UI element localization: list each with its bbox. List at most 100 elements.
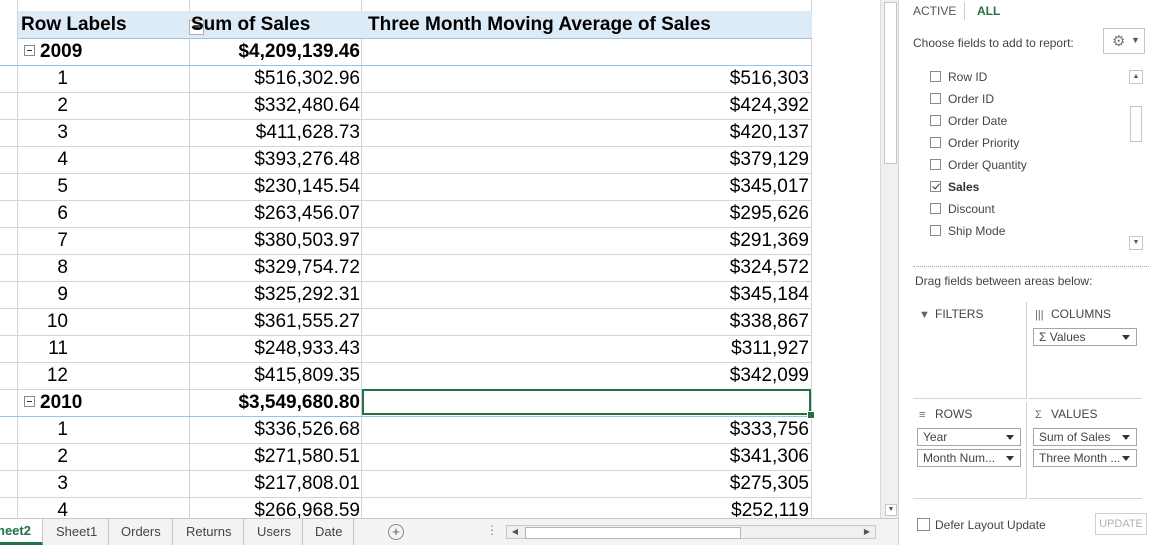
filters-area[interactable]: ▼ FILTERS [913,302,1027,399]
field-label: Sales [948,180,980,194]
horizontal-scrollbar[interactable]: ◀ ▶ [506,525,876,539]
sheet-tab-users[interactable]: Users [246,519,303,545]
month-row[interactable]: 8 $329,754.72 $324,572 [0,254,812,282]
pill-label: Three Month ... [1039,451,1121,465]
sales-value: $415,809.35 [254,365,360,386]
field-item[interactable]: Row ID [930,66,987,88]
field-checkbox[interactable] [930,225,941,236]
month-row[interactable]: 12 $415,809.35 $342,099 [0,362,812,390]
year-row-2009[interactable]: 2009 $4,209,139.46 [0,38,812,66]
sheet-tab-returns[interactable]: Returns [175,519,244,545]
field-list-scrollbar[interactable]: ▲ ▼ [1129,70,1143,250]
field-item[interactable]: Order Date [930,110,1007,132]
rows-area[interactable]: ≡ ROWS Year Month Num... [913,402,1027,499]
field-checkbox[interactable] [930,203,941,214]
pill-label: Year [923,430,948,444]
fill-handle[interactable] [807,411,815,419]
year-label: 2010 [40,392,83,413]
values-moving-avg-field[interactable]: Three Month ... [1033,449,1137,467]
month-row[interactable]: 4 $393,276.48 $379,129 [0,146,812,174]
collapse-icon[interactable] [24,396,35,407]
rows-label: ROWS [935,407,973,421]
sales-value: $217,808.01 [254,473,360,494]
columns-values-field[interactable]: Σ Values [1033,328,1137,346]
sheet-tab-orders[interactable]: Orders [110,519,173,545]
pill-label: Sum of Sales [1039,430,1111,444]
rows-year-field[interactable]: Year [917,428,1021,446]
moving-average-value: $295,626 [729,203,809,224]
month-row[interactable]: 2 $271,580.51 $341,306 [0,443,812,471]
moving-average-value: $342,099 [729,365,809,386]
field-checkbox[interactable] [930,181,941,192]
month-row[interactable]: 4 $266,968.59 $252,119 [0,497,812,518]
sales-value: $332,480.64 [254,95,360,116]
sales-value: $266,968.59 [254,500,360,518]
month-label: 11 [48,338,68,359]
update-button[interactable]: UPDATE [1095,513,1147,535]
defer-layout-update[interactable]: Defer Layout Update [917,518,1046,532]
month-row[interactable]: 1 $516,302.96 $516,303 [0,65,812,93]
tab-all[interactable]: ALL [977,4,1001,18]
sheet-tab-sheet1[interactable]: Sheet1 [45,519,110,545]
cell-grid[interactable]: Row Labels Sum of Sales Three Month Movi… [0,0,880,518]
moving-average-value: $291,369 [729,230,809,251]
chevron-down-icon[interactable] [1122,435,1130,440]
month-row[interactable]: 5 $230,145.54 $345,017 [0,173,812,201]
scroll-down-icon[interactable]: ▼ [1129,236,1143,250]
sheet-tab-date[interactable]: Date [304,519,355,545]
month-row[interactable]: 1 $336,526.68 $333,756 [0,416,812,444]
month-row[interactable]: 3 $217,808.01 $275,305 [0,470,812,498]
field-checkbox[interactable] [930,93,941,104]
month-label: 3 [57,473,68,494]
chevron-down-icon[interactable] [1006,435,1014,440]
vertical-scrollbar[interactable]: ▼ [880,0,898,518]
sum-of-sales-header[interactable]: Sum of Sales [191,14,311,35]
field-item[interactable]: Discount [930,198,995,220]
values-sum-field[interactable]: Sum of Sales [1033,428,1137,446]
field-item[interactable]: Sales [930,176,980,198]
row-labels-header[interactable]: Row Labels [21,14,127,35]
field-checkbox[interactable] [930,159,941,170]
scroll-thumb[interactable] [525,527,741,539]
selected-cell[interactable] [362,389,811,415]
field-item[interactable]: Ship Mode [930,220,1005,242]
add-sheet-icon[interactable]: + [388,524,404,540]
field-item[interactable]: Order Quantity [930,154,1027,176]
month-row[interactable]: 10 $361,555.27 $338,867 [0,308,812,336]
moving-average-header[interactable]: Three Month Moving Average of Sales [368,14,711,35]
month-row[interactable]: 9 $325,292.31 $345,184 [0,281,812,309]
scroll-up-icon[interactable]: ▲ [1129,70,1143,84]
month-row[interactable]: 11 $248,933.43 $311,927 [0,335,812,363]
row-labels-filter-button[interactable] [189,20,204,35]
collapse-icon[interactable] [24,45,35,56]
month-row[interactable]: 6 $263,456.07 $295,626 [0,200,812,228]
month-row[interactable]: 2 $332,480.64 $424,392 [0,92,812,120]
values-area[interactable]: Σ VALUES Sum of Sales Three Month ... [1029,402,1142,499]
tab-splitter-icon[interactable]: ⋮ [486,523,498,537]
field-checkbox[interactable] [930,115,941,126]
rows-icon: ≡ [919,409,926,421]
year-row-2010[interactable]: 2010 $3,549,680.80 [0,389,812,417]
scroll-left-icon[interactable]: ◀ [511,527,519,536]
scroll-right-icon[interactable]: ▶ [863,527,871,536]
month-row[interactable]: 7 $380,503.97 $291,369 [0,227,812,255]
field-checkbox[interactable] [930,71,941,82]
scroll-down-icon[interactable]: ▼ [885,504,897,516]
month-label: 2 [57,446,68,467]
rows-month-field[interactable]: Month Num... [917,449,1021,467]
field-checkbox[interactable] [930,137,941,148]
field-item[interactable]: Order ID [930,88,994,110]
columns-area[interactable]: ||| COLUMNS Σ Values [1029,302,1142,399]
scroll-thumb[interactable] [884,2,897,164]
chevron-down-icon[interactable] [1122,335,1130,340]
scroll-thumb[interactable] [1130,106,1142,142]
chevron-down-icon[interactable] [1006,456,1014,461]
field-item[interactable]: Order Priority [930,132,1019,154]
tab-active[interactable]: ACTIVE [913,4,957,18]
month-row[interactable]: 3 $411,628.73 $420,137 [0,119,812,147]
field-settings-button[interactable]: ⚙ ▼ [1103,28,1145,54]
columns-icon: ||| [1035,309,1044,321]
sheet-tab-sheet2[interactable]: heet2 [0,519,43,545]
defer-checkbox[interactable] [917,518,930,531]
chevron-down-icon[interactable] [1122,456,1130,461]
